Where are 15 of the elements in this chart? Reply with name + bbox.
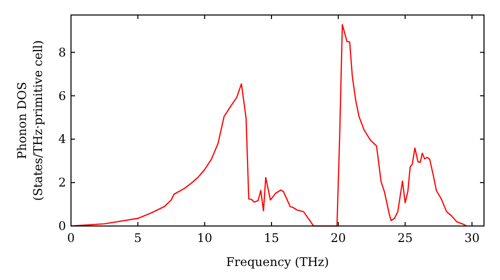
x-tick-label: 15 bbox=[264, 231, 280, 245]
x-tick-label: 0 bbox=[67, 231, 75, 245]
x-tick-label: 30 bbox=[464, 231, 480, 245]
y-tick-label: 2 bbox=[58, 176, 66, 190]
y-tick-label: 6 bbox=[58, 88, 66, 103]
x-tick-label: 5 bbox=[134, 231, 142, 245]
line-series bbox=[70, 24, 468, 227]
y-tick-label: 0 bbox=[58, 219, 66, 233]
x-tick-label: 25 bbox=[398, 231, 413, 245]
y-axis-title: Phonon DOS (States/THz·primitive cell) bbox=[15, 40, 45, 201]
y-tick-label: 4 bbox=[58, 132, 66, 146]
x-axis-title: Frequency (THz) bbox=[226, 255, 329, 269]
x-tick-label: 20 bbox=[330, 231, 346, 245]
y-tick-label: 8 bbox=[58, 45, 66, 60]
x-tick-label: 10 bbox=[197, 231, 212, 245]
